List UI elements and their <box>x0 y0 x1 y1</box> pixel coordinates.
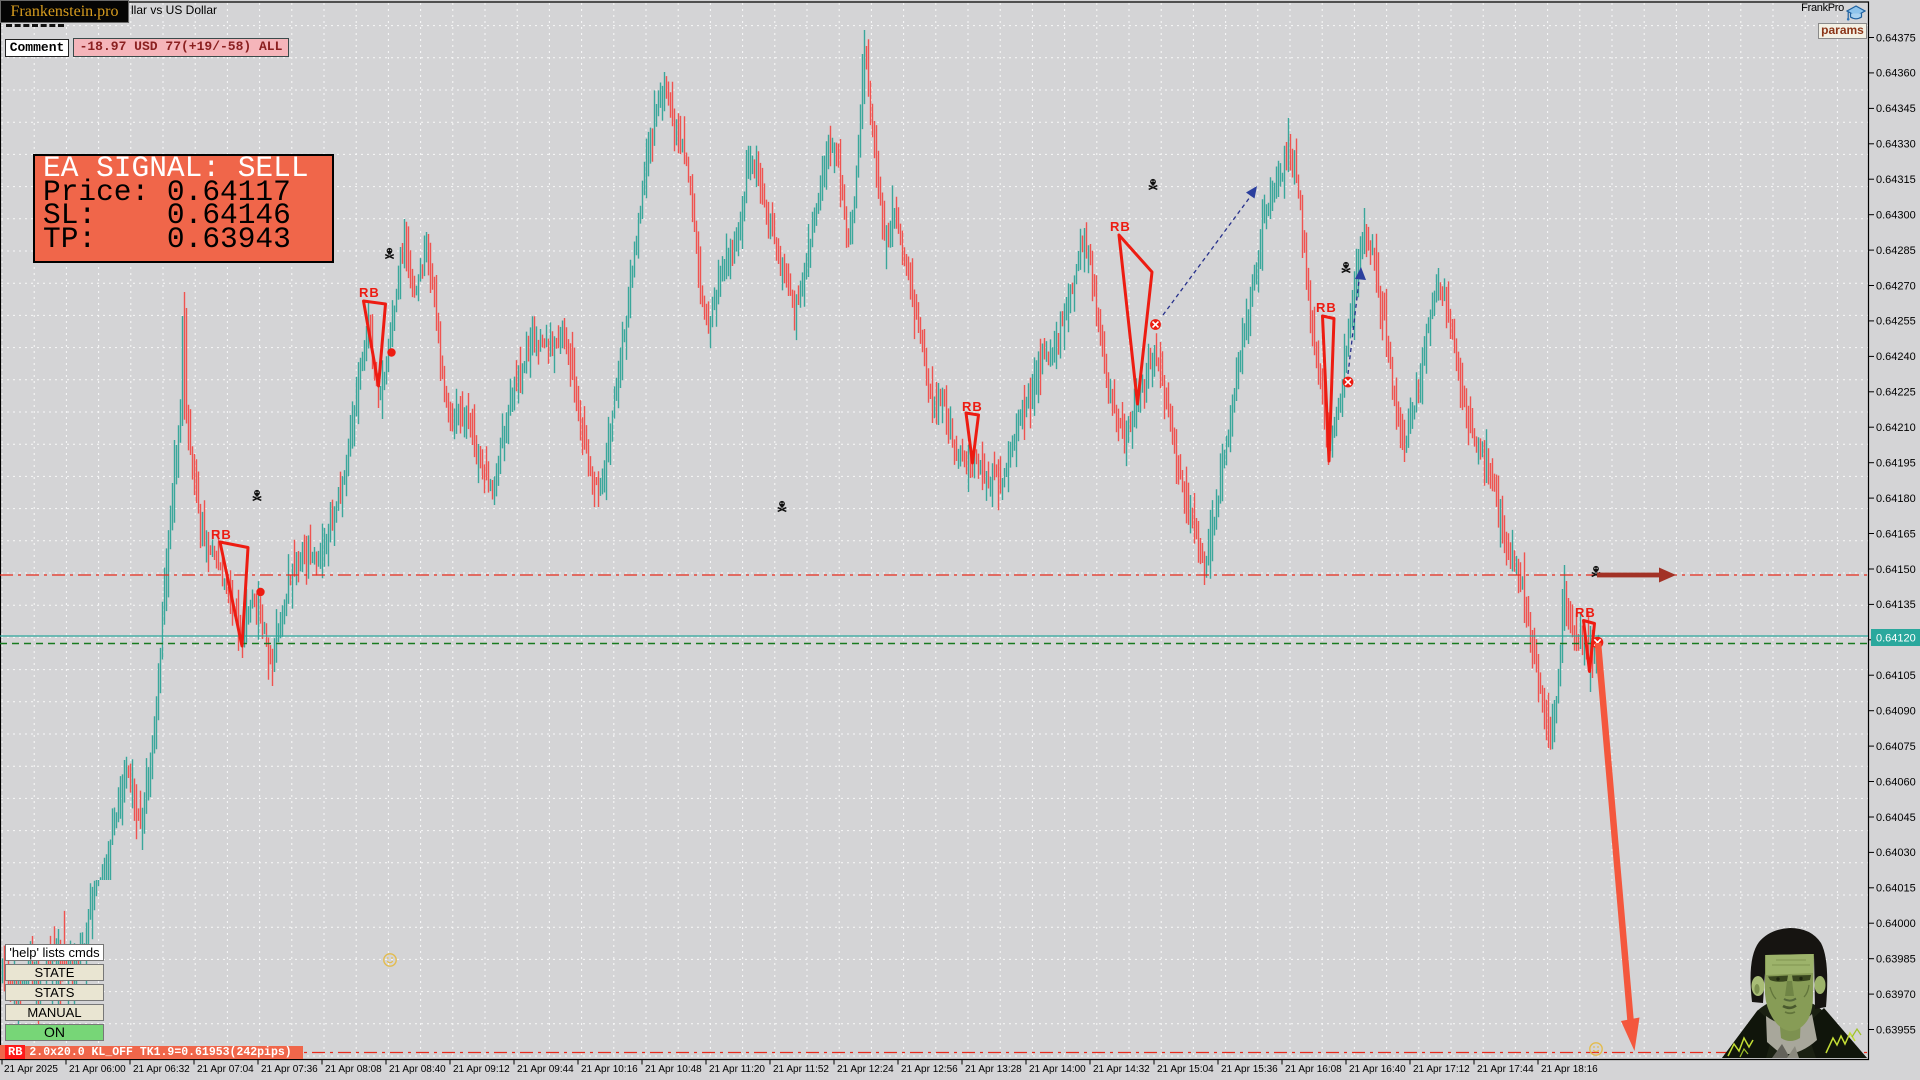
svg-text:0.64150: 0.64150 <box>1876 564 1916 576</box>
svg-text:21 Apr 14:00: 21 Apr 14:00 <box>1029 1064 1086 1075</box>
svg-text:0.64180: 0.64180 <box>1876 493 1916 505</box>
svg-text:21 Apr 11:20: 21 Apr 11:20 <box>709 1064 765 1075</box>
svg-text:0.64210: 0.64210 <box>1876 422 1916 434</box>
svg-text:0.64375: 0.64375 <box>1876 32 1916 44</box>
svg-text:0.64270: 0.64270 <box>1876 280 1916 292</box>
svg-text:21 Apr 14:32: 21 Apr 14:32 <box>1093 1064 1150 1075</box>
svg-text:21 Apr 10:48: 21 Apr 10:48 <box>645 1064 702 1075</box>
svg-text:21 Apr 08:08: 21 Apr 08:08 <box>325 1064 382 1075</box>
svg-text:0.64360: 0.64360 <box>1876 68 1916 80</box>
svg-text:0.64240: 0.64240 <box>1876 351 1916 363</box>
svg-text:0.64315: 0.64315 <box>1876 174 1916 186</box>
svg-text:21 Apr 16:40: 21 Apr 16:40 <box>1349 1064 1406 1075</box>
svg-text:0.64105: 0.64105 <box>1876 670 1916 682</box>
svg-text:0.64060: 0.64060 <box>1876 776 1916 788</box>
svg-text:0.64000: 0.64000 <box>1876 918 1916 930</box>
svg-text:0.64135: 0.64135 <box>1876 599 1916 611</box>
svg-text:RB: RB <box>962 399 983 414</box>
svg-text:RB: RB <box>211 527 232 542</box>
svg-text:0.64030: 0.64030 <box>1876 847 1916 859</box>
svg-text:21 Apr 13:28: 21 Apr 13:28 <box>965 1064 1022 1075</box>
svg-text:0.64300: 0.64300 <box>1876 210 1916 222</box>
svg-text:0.64165: 0.64165 <box>1876 528 1916 540</box>
svg-text:21 Apr 12:56: 21 Apr 12:56 <box>901 1064 958 1075</box>
svg-text:21 Apr 07:36: 21 Apr 07:36 <box>261 1064 318 1075</box>
svg-text:RB: RB <box>1110 219 1131 234</box>
svg-text:0.64225: 0.64225 <box>1876 387 1916 399</box>
svg-text:0.64090: 0.64090 <box>1876 706 1916 718</box>
svg-text:21 Apr 2025: 21 Apr 2025 <box>4 1064 58 1075</box>
svg-text:21 Apr 06:00: 21 Apr 06:00 <box>69 1064 126 1075</box>
svg-text:0.64345: 0.64345 <box>1876 103 1916 115</box>
svg-text:RB: RB <box>1575 605 1596 620</box>
svg-text:21 Apr 17:12: 21 Apr 17:12 <box>1413 1064 1470 1075</box>
svg-text:0.64120: 0.64120 <box>1876 633 1916 645</box>
svg-text:0.63955: 0.63955 <box>1876 1024 1916 1036</box>
svg-text:21 Apr 18:16: 21 Apr 18:16 <box>1541 1064 1598 1075</box>
svg-text:0.64255: 0.64255 <box>1876 316 1916 328</box>
svg-text:21 Apr 09:44: 21 Apr 09:44 <box>517 1064 574 1075</box>
svg-text:21 Apr 17:44: 21 Apr 17:44 <box>1477 1064 1534 1075</box>
svg-text:0.64045: 0.64045 <box>1876 812 1916 824</box>
svg-text:0.64330: 0.64330 <box>1876 139 1916 151</box>
svg-text:RB: RB <box>1316 300 1337 315</box>
svg-text:21 Apr 15:04: 21 Apr 15:04 <box>1157 1064 1214 1075</box>
svg-text:0.63970: 0.63970 <box>1876 989 1916 1001</box>
svg-text:21 Apr 07:04: 21 Apr 07:04 <box>197 1064 254 1075</box>
svg-text:21 Apr 06:32: 21 Apr 06:32 <box>133 1064 190 1075</box>
svg-text:0.63985: 0.63985 <box>1876 954 1916 966</box>
svg-text:RB: RB <box>359 285 380 300</box>
svg-text:21 Apr 11:52: 21 Apr 11:52 <box>773 1064 829 1075</box>
svg-text:0.64075: 0.64075 <box>1876 741 1916 753</box>
svg-text:21 Apr 09:12: 21 Apr 09:12 <box>453 1064 510 1075</box>
svg-text:21 Apr 10:16: 21 Apr 10:16 <box>581 1064 638 1075</box>
svg-text:0.64195: 0.64195 <box>1876 458 1916 470</box>
svg-text:21 Apr 12:24: 21 Apr 12:24 <box>837 1064 894 1075</box>
svg-text:21 Apr 16:08: 21 Apr 16:08 <box>1285 1064 1342 1075</box>
svg-text:0.64285: 0.64285 <box>1876 245 1916 257</box>
svg-text:21 Apr 15:36: 21 Apr 15:36 <box>1221 1064 1278 1075</box>
svg-text:0.64015: 0.64015 <box>1876 883 1916 895</box>
svg-text:21 Apr 08:40: 21 Apr 08:40 <box>389 1064 446 1075</box>
